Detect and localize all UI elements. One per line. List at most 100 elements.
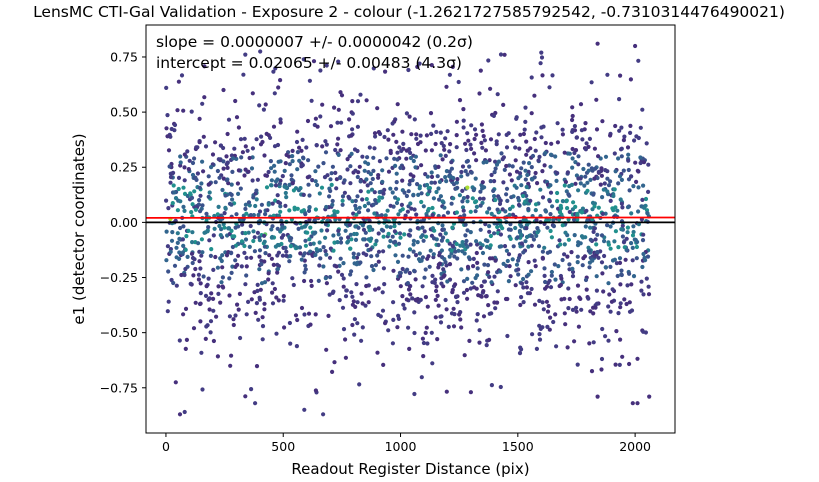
- scatter-point: [575, 243, 581, 248]
- scatter-point: [556, 264, 561, 269]
- scatter-point: [177, 256, 182, 261]
- scatter-point: [482, 279, 487, 284]
- scatter-point: [644, 141, 649, 146]
- scatter-point: [417, 251, 422, 256]
- scatter-point: [589, 166, 594, 171]
- y-tick-label: −0.25: [100, 270, 138, 285]
- scatter-point: [375, 350, 380, 355]
- scatter-point: [638, 125, 643, 130]
- scatter-point: [178, 225, 183, 231]
- scatter-point: [423, 148, 428, 153]
- scatter-point: [321, 412, 326, 417]
- scatter-point: [259, 134, 264, 139]
- scatter-point: [557, 238, 562, 243]
- scatter-point: [496, 159, 501, 164]
- scatter-point: [335, 142, 340, 147]
- scatter-point: [618, 305, 623, 310]
- scatter-point: [209, 247, 214, 252]
- scatter-point: [549, 273, 554, 278]
- scatter-point: [295, 317, 300, 323]
- scatter-point: [636, 209, 641, 214]
- scatter-point: [411, 238, 416, 243]
- scatter-point: [478, 189, 483, 194]
- scatter-point: [361, 237, 366, 242]
- scatter-point: [634, 179, 639, 184]
- scatter-point: [323, 235, 328, 240]
- scatter-point: [489, 280, 494, 285]
- scatter-point: [451, 196, 456, 201]
- scatter-point: [284, 249, 289, 254]
- scatter-point: [299, 225, 305, 230]
- scatter-point: [478, 68, 483, 73]
- scatter-point: [354, 262, 359, 267]
- scatter-point: [266, 133, 271, 138]
- scatter-point: [345, 167, 350, 172]
- scatter-point: [635, 239, 640, 245]
- scatter-point: [419, 375, 424, 380]
- scatter-point: [474, 158, 479, 163]
- scatter-point: [437, 197, 442, 202]
- scatter-point: [239, 239, 245, 244]
- scatter-point: [325, 228, 330, 233]
- scatter-point: [570, 113, 575, 119]
- scatter-point: [582, 183, 587, 188]
- scatter-point: [380, 168, 385, 173]
- scatter-point: [417, 258, 423, 264]
- scatter-point: [468, 286, 473, 291]
- scatter-point: [409, 132, 414, 137]
- scatter-point: [200, 203, 205, 208]
- scatter-point: [620, 223, 625, 228]
- scatter-point: [372, 146, 377, 151]
- scatter-point: [360, 154, 365, 159]
- scatter-point: [282, 168, 287, 173]
- scatter-point: [567, 296, 572, 302]
- scatter-point: [574, 309, 579, 314]
- scatter-point: [521, 160, 526, 165]
- scatter-point: [183, 247, 188, 252]
- scatter-point: [521, 193, 526, 199]
- scatter-point: [423, 267, 428, 272]
- scatter-point: [550, 204, 555, 209]
- scatter-point: [563, 322, 568, 327]
- scatter-point: [193, 266, 198, 272]
- scatter-point: [504, 145, 510, 150]
- scatter-point: [599, 233, 605, 238]
- scatter-point: [415, 64, 420, 69]
- scatter-point: [642, 205, 647, 210]
- scatter-point: [227, 314, 232, 319]
- scatter-point: [533, 264, 538, 269]
- scatter-point: [360, 325, 365, 330]
- scatter-point: [505, 198, 510, 203]
- scatter-point: [262, 233, 267, 238]
- scatter-point: [494, 162, 500, 167]
- scatter-point: [198, 281, 203, 286]
- scatter-point: [560, 199, 566, 204]
- scatter-point: [613, 169, 618, 174]
- scatter-point: [196, 241, 201, 246]
- scatter-point: [425, 341, 430, 346]
- scatter-point: [306, 158, 311, 163]
- scatter-point: [595, 232, 600, 237]
- scatter-point: [274, 295, 279, 300]
- scatter-point: [221, 87, 226, 93]
- scatter-point: [263, 251, 268, 256]
- scatter-point: [430, 226, 435, 231]
- scatter-point: [436, 186, 441, 191]
- scatter-point: [270, 281, 275, 286]
- scatter-point: [412, 391, 417, 397]
- scatter-point: [412, 117, 417, 122]
- scatter-point: [198, 291, 203, 296]
- scatter-point: [473, 209, 478, 214]
- scatter-point: [630, 258, 635, 263]
- scatter-point: [315, 182, 320, 188]
- scatter-point: [594, 301, 600, 306]
- scatter-point: [220, 275, 225, 280]
- scatter-point: [583, 224, 588, 229]
- scatter-point: [384, 156, 389, 161]
- scatter-point: [479, 122, 484, 127]
- scatter-point: [348, 181, 353, 186]
- scatter-point: [560, 127, 565, 132]
- scatter-point: [482, 262, 487, 267]
- scatter-point: [376, 198, 381, 203]
- scatter-point: [257, 267, 262, 272]
